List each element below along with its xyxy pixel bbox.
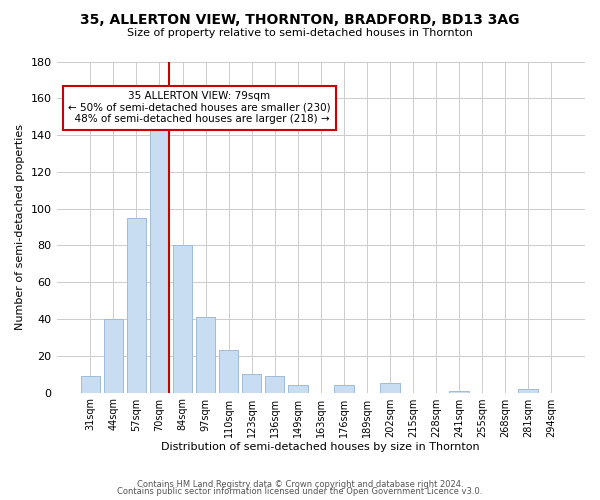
Bar: [219, 350, 238, 393]
Text: Contains HM Land Registry data © Crown copyright and database right 2024.: Contains HM Land Registry data © Crown c…: [137, 480, 463, 489]
Text: 35 ALLERTON VIEW: 79sqm
← 50% of semi-detached houses are smaller (230)
  48% of: 35 ALLERTON VIEW: 79sqm ← 50% of semi-de…: [68, 92, 331, 124]
Bar: [518, 389, 538, 392]
Bar: [334, 385, 353, 392]
Bar: [288, 385, 308, 392]
Bar: [127, 218, 146, 392]
Bar: [173, 246, 193, 392]
Text: Size of property relative to semi-detached houses in Thornton: Size of property relative to semi-detach…: [127, 28, 473, 38]
Bar: [242, 374, 262, 392]
Y-axis label: Number of semi-detached properties: Number of semi-detached properties: [15, 124, 25, 330]
Text: Contains public sector information licensed under the Open Government Licence v3: Contains public sector information licen…: [118, 488, 482, 496]
Bar: [196, 317, 215, 392]
Bar: [449, 390, 469, 392]
Bar: [80, 376, 100, 392]
Text: 35, ALLERTON VIEW, THORNTON, BRADFORD, BD13 3AG: 35, ALLERTON VIEW, THORNTON, BRADFORD, B…: [80, 12, 520, 26]
Bar: [265, 376, 284, 392]
Bar: [104, 319, 123, 392]
Bar: [149, 126, 169, 392]
X-axis label: Distribution of semi-detached houses by size in Thornton: Distribution of semi-detached houses by …: [161, 442, 480, 452]
Bar: [380, 384, 400, 392]
